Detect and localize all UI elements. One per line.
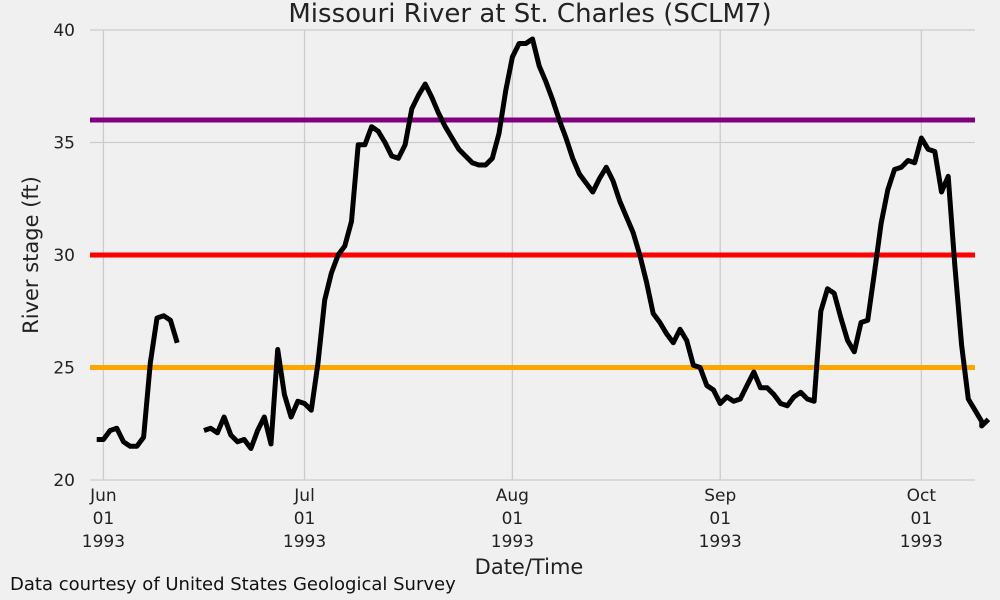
x-tick-label: 1993 bbox=[699, 532, 742, 552]
x-tick-label: Jun bbox=[89, 486, 117, 506]
x-tick-label: 1993 bbox=[491, 532, 534, 552]
data-credit: Data courtesy of United States Geologica… bbox=[10, 574, 456, 595]
x-tick-label: 1993 bbox=[82, 532, 125, 552]
x-tick-label: 1993 bbox=[900, 532, 943, 552]
x-tick-label: Jul bbox=[293, 486, 315, 506]
threshold-lines bbox=[90, 117, 975, 370]
x-tick-label: 1993 bbox=[283, 532, 326, 552]
x-tick-label: 01 bbox=[502, 509, 524, 529]
x-tick-label: Sep bbox=[704, 486, 736, 506]
y-tick-label: 20 bbox=[53, 471, 75, 491]
x-tick-label: 01 bbox=[911, 509, 933, 529]
river-stage-line bbox=[203, 36, 991, 451]
y-tick-label: 30 bbox=[53, 246, 75, 266]
y-tick-label: 35 bbox=[53, 134, 75, 154]
x-tick-label: 01 bbox=[93, 509, 115, 529]
chart-title: Missouri River at St. Charles (SCLM7) bbox=[288, 0, 771, 29]
y-tick-label: 25 bbox=[53, 359, 75, 379]
y-axis-ticks: 20 25 30 35 40 bbox=[53, 21, 75, 491]
x-tick-label: Oct bbox=[907, 486, 937, 506]
y-axis-label: River stage (ft) bbox=[19, 176, 43, 334]
x-tick-label: Aug bbox=[496, 486, 529, 506]
series-layer bbox=[96, 36, 991, 451]
x-axis-label: Date/Time bbox=[475, 555, 584, 579]
river-stage-line bbox=[96, 313, 180, 449]
x-axis-ticks: Jun 01 1993 Jul 01 1993 Aug 01 1993 Sep 01 1993 Oct 0… bbox=[82, 486, 943, 552]
x-tick-label: 01 bbox=[294, 509, 316, 529]
x-tick-label: 01 bbox=[709, 509, 731, 529]
y-tick-label: 40 bbox=[53, 21, 75, 41]
